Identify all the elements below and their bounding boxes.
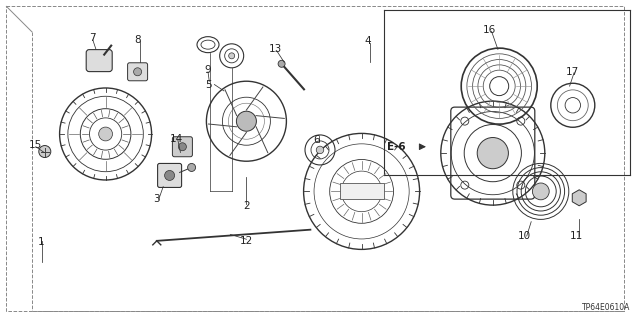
Text: TP64E0610A: TP64E0610A [582,303,630,312]
Text: 2: 2 [243,201,250,211]
Circle shape [164,170,175,181]
Text: 6: 6 [314,135,320,145]
Circle shape [532,183,549,200]
Circle shape [316,146,324,154]
Circle shape [39,145,51,158]
Text: 3: 3 [154,194,160,204]
Text: 8: 8 [134,35,141,45]
FancyBboxPatch shape [172,137,193,157]
Text: 13: 13 [269,44,282,55]
Text: 17: 17 [566,67,579,77]
Circle shape [490,77,509,96]
Text: 1: 1 [38,237,45,248]
Text: 7: 7 [90,33,96,43]
Circle shape [99,127,113,141]
FancyBboxPatch shape [157,163,182,188]
Circle shape [228,53,235,59]
Circle shape [278,60,285,67]
FancyBboxPatch shape [86,50,112,71]
Bar [340,183,383,199]
Circle shape [565,98,580,113]
FancyBboxPatch shape [127,63,148,81]
Text: 10: 10 [518,231,531,241]
Text: 5: 5 [205,79,211,90]
Text: 9: 9 [205,65,211,75]
Circle shape [179,143,186,151]
Text: 12: 12 [240,236,253,246]
Circle shape [188,163,196,171]
Text: 4: 4 [365,36,371,47]
Text: 11: 11 [570,231,582,241]
Circle shape [134,68,141,76]
Circle shape [477,137,508,169]
Text: 15: 15 [29,140,42,150]
Text: E-6: E-6 [387,142,406,152]
Circle shape [236,111,257,131]
Text: 16: 16 [483,25,496,35]
Text: 14: 14 [170,134,182,144]
